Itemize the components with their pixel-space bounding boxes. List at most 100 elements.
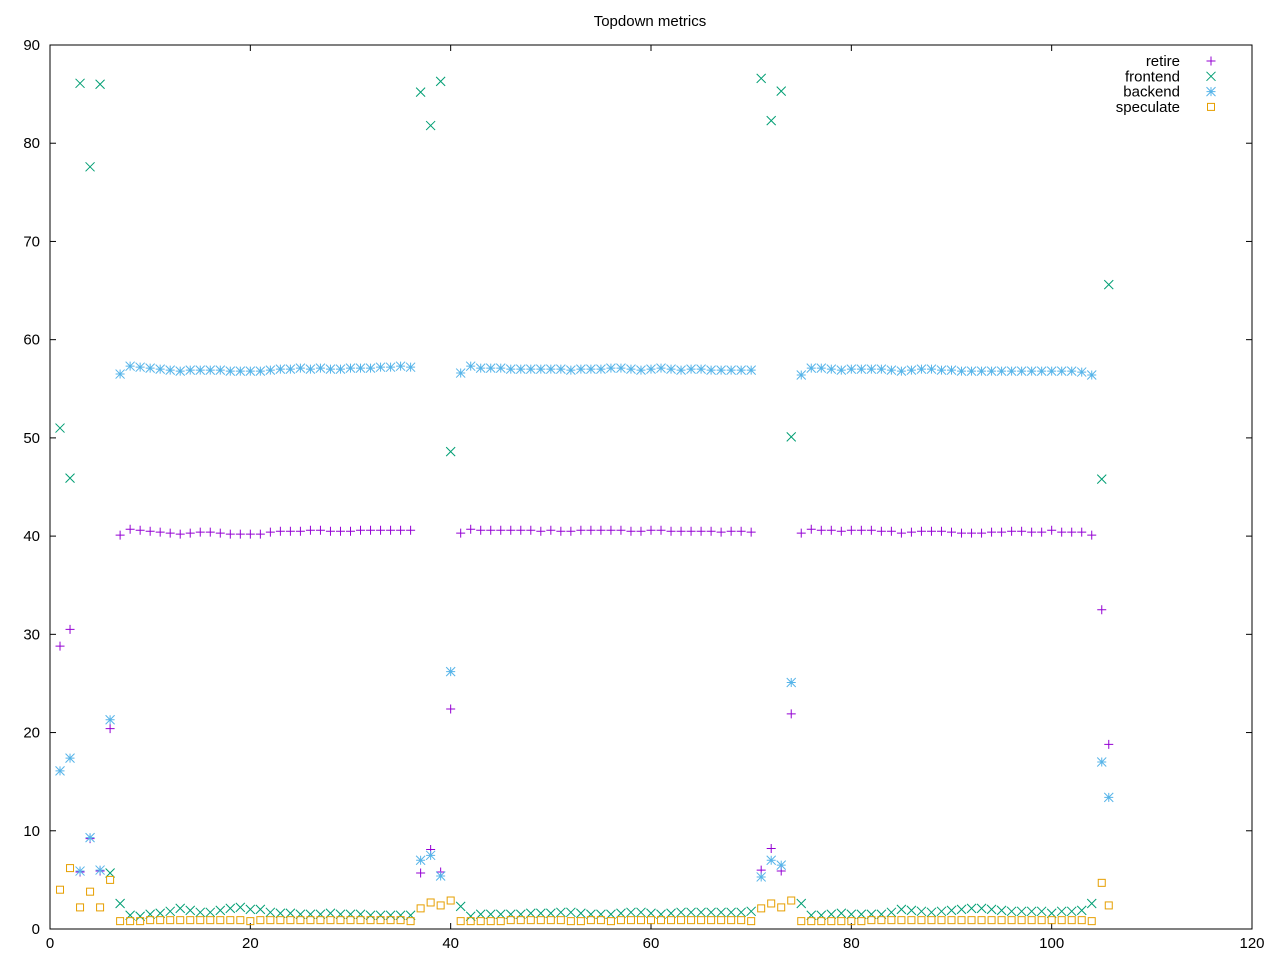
frontend-point	[956, 904, 967, 915]
frontend-point	[95, 79, 105, 90]
retire-point	[185, 528, 195, 538]
backend-point	[385, 362, 396, 373]
retire-point	[616, 525, 626, 535]
frontend-point	[425, 120, 436, 131]
speculate-point	[1097, 878, 1106, 887]
retire-point	[496, 525, 506, 535]
frontend-point	[55, 423, 65, 433]
speculate-point	[506, 916, 515, 925]
frontend-point	[65, 473, 75, 484]
backend-point	[736, 365, 747, 375]
retire-point	[926, 526, 936, 536]
speculate-point	[647, 916, 655, 925]
backend-point	[906, 365, 917, 375]
retire-point	[856, 525, 866, 535]
speculate-point	[636, 916, 645, 925]
speculate-point	[626, 916, 635, 925]
series-frontend	[55, 73, 1114, 922]
speculate-point	[1037, 916, 1046, 925]
speculate-point	[1007, 916, 1016, 925]
backend-point	[886, 365, 897, 375]
retire-point	[846, 525, 856, 535]
frontend-point	[1066, 906, 1077, 917]
speculate-point	[827, 917, 836, 926]
backend-point	[355, 363, 366, 374]
speculate-point	[206, 916, 215, 925]
frontend-point	[746, 906, 757, 917]
retire-point	[646, 525, 656, 535]
frontend-point	[1036, 906, 1047, 917]
frontend-point	[696, 907, 706, 918]
speculate-point	[797, 917, 806, 926]
backend-point	[1096, 757, 1107, 767]
legend-marker-retire	[1206, 56, 1216, 66]
backend-point	[746, 365, 757, 375]
y-tick-label: 40	[23, 528, 40, 545]
y-tick-label: 30	[23, 626, 40, 643]
frontend-point	[165, 906, 176, 917]
speculate-point	[306, 916, 315, 925]
frontend-point	[706, 907, 716, 918]
retire-point	[1047, 525, 1057, 535]
retire-point	[325, 526, 335, 536]
backend-point	[1066, 366, 1077, 376]
legend-label-speculate: speculate	[1116, 99, 1180, 116]
retire-point	[566, 526, 576, 536]
frontend-point	[786, 432, 797, 442]
frontend-point	[676, 907, 686, 918]
retire-point	[416, 868, 426, 878]
speculate-point	[386, 916, 395, 925]
frontend-point	[85, 161, 95, 172]
axis-ticks: 0 20 40 60 80 100 120 0 10 20 30 40 50 60 70 80 90	[23, 37, 1264, 952]
y-tick-label: 0	[32, 921, 40, 938]
retire-point	[886, 526, 896, 536]
frontend-point	[245, 904, 256, 915]
speculate-point	[496, 917, 505, 926]
speculate-point	[56, 885, 65, 894]
backend-point	[1046, 366, 1057, 376]
speculate-point	[536, 916, 545, 925]
speculate-point	[516, 916, 525, 925]
speculate-point	[316, 916, 325, 925]
speculate-point	[927, 916, 936, 925]
backend-point	[786, 677, 797, 688]
retire-point	[115, 530, 125, 540]
retire-point	[896, 528, 906, 538]
speculate-point	[737, 916, 746, 925]
x-tick-label: 0	[46, 935, 54, 952]
retire-point	[746, 527, 756, 537]
backend-point	[325, 364, 336, 374]
backend-point	[896, 366, 907, 376]
speculate-point	[96, 903, 105, 912]
speculate-point	[767, 899, 776, 908]
speculate-point	[136, 917, 145, 926]
speculate-point	[166, 916, 175, 925]
speculate-point	[466, 917, 475, 926]
legend-label-retire: retire	[1146, 53, 1180, 70]
retire-point	[556, 526, 566, 536]
backend-point	[646, 364, 656, 374]
retire-point	[65, 624, 75, 634]
frontend-point	[986, 904, 997, 915]
backend-point	[676, 365, 686, 375]
speculate-point	[76, 903, 85, 912]
speculate-point	[226, 916, 235, 925]
frontend-point	[175, 903, 186, 914]
retire-point	[235, 529, 245, 539]
retire-point	[766, 843, 776, 853]
speculate-point	[586, 916, 595, 925]
legend-label-frontend: frontend	[1125, 68, 1180, 85]
data-points	[55, 73, 1114, 926]
frontend-point	[936, 906, 947, 917]
speculate-point	[687, 916, 696, 925]
retire-point	[1097, 605, 1107, 615]
frontend-point	[1076, 905, 1087, 916]
speculate-point	[1087, 917, 1096, 926]
backend-point	[826, 364, 837, 374]
frontend-point	[896, 904, 907, 915]
speculate-point	[857, 917, 866, 926]
speculate-point	[186, 916, 195, 925]
retire-point	[1104, 739, 1114, 749]
backend-point	[686, 364, 696, 374]
frontend-point	[1086, 898, 1097, 909]
